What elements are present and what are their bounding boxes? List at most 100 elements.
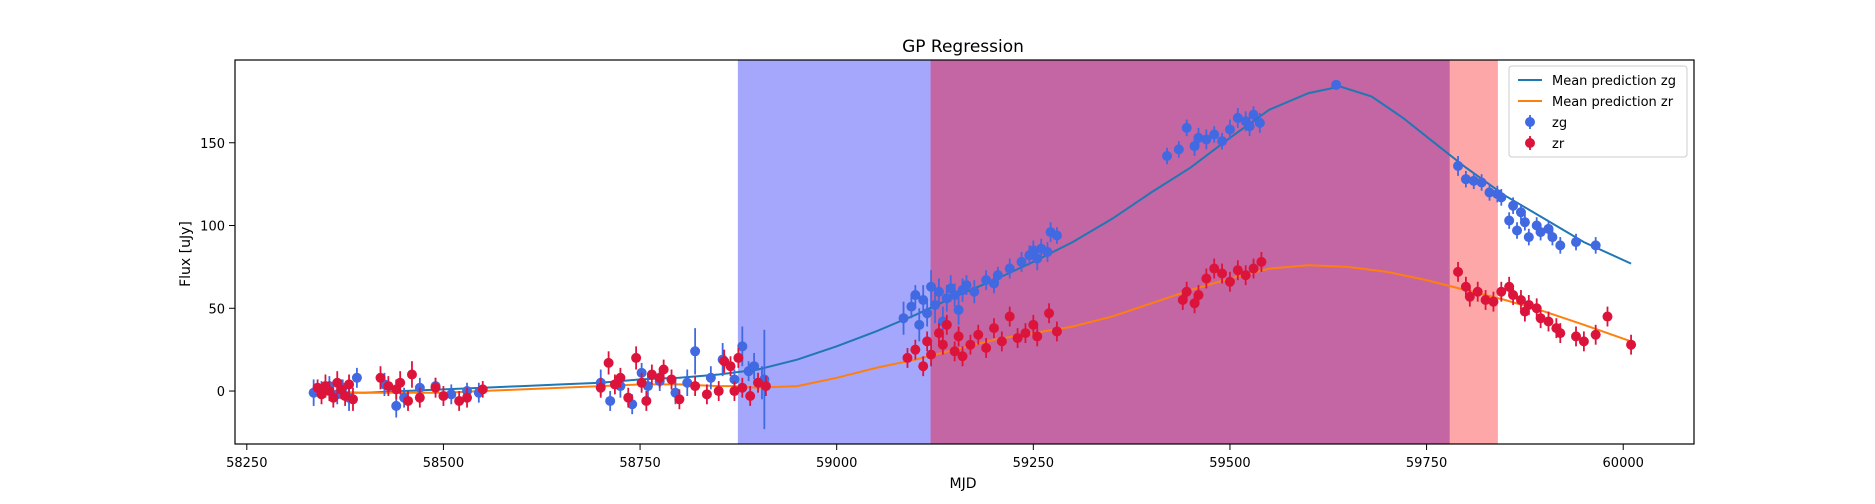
y-tick-label: 50 [208,302,225,317]
data-point-zr [902,352,913,363]
data-point-zg [1512,225,1523,236]
data-point-zg [1051,230,1062,241]
data-point-zr [965,339,976,350]
data-point-zr [1177,295,1188,305]
data-point-zr [910,344,921,355]
data-point-zg [1254,117,1265,128]
data-point-zr [477,384,488,395]
data-point-zg [1535,227,1546,238]
data-point-zr [615,372,626,383]
x-tick-label: 59750 [1406,456,1447,471]
data-point-zr [654,372,665,383]
data-point-zg [1515,207,1526,218]
data-point-zr [713,386,724,397]
data-point-zr [1004,311,1015,322]
data-point-zg [1173,144,1184,155]
data-point-zr [933,328,944,339]
data-point-zr [347,394,358,405]
data-point-zr [1590,329,1601,340]
shaded-region-3 [1449,59,1498,445]
legend-label: zg [1552,116,1567,131]
data-point-zr [733,352,744,363]
data-point-zr [1602,311,1613,322]
data-point-zr [937,339,948,350]
data-point-zr [737,382,748,393]
data-point-zg [351,372,362,383]
data-point-zg [737,341,748,352]
data-point-zr [623,392,634,403]
data-point-zg [690,346,701,357]
data-point-zg [926,281,937,292]
data-point-zr [595,382,606,393]
data-point-zr [414,392,425,403]
shaded-region-1 [737,59,932,445]
shaded-region-2 [930,59,1451,445]
data-point-zr [1256,256,1267,267]
data-point-zr [1508,290,1519,301]
data-point-zg [1484,187,1495,198]
legend-box [1508,65,1688,158]
data-point-zg [1547,232,1558,243]
data-point-zg [930,299,941,310]
data-point-zr [690,381,701,392]
data-point-zr [988,323,999,334]
shaded-regions [737,59,1498,445]
data-point-zr [1626,339,1637,350]
data-point-zg [1232,112,1243,123]
data-point-zr [438,391,449,401]
data-point-zr [383,381,394,392]
data-point-zr [949,346,960,357]
data-point-zr [1020,328,1031,339]
x-tick-label: 59000 [816,456,857,471]
axes: 58250 58500 58750 59000 59250 59500 59750 60000… [200,59,1695,471]
data-point-zr [729,386,740,397]
data-point-zr [918,361,929,372]
data-point-zr [395,377,406,388]
data-point-zr [375,372,386,383]
data-point-zg [1028,245,1039,256]
data-point-zg [988,278,999,289]
data-point-zr [603,357,614,368]
data-point-zg [933,286,944,297]
data-point-zr [1453,266,1464,277]
chart-title: GP Regression [902,37,1024,57]
data-point-zr [745,391,756,401]
data-point-zr [996,336,1007,347]
data-point-zg [1543,223,1554,234]
data-point-zr [1555,328,1566,339]
data-point-zr [1032,331,1043,342]
data-point-zg [605,395,616,406]
data-point-zr [646,369,657,380]
data-point-zg [682,377,693,388]
data-point-zg [906,301,917,312]
data-point-zr [328,392,339,403]
data-point-zr [701,389,712,400]
data-point-zr [316,389,327,400]
x-tick-label: 58500 [423,456,464,471]
data-point-zr [1181,286,1192,297]
x-tick-label: 60000 [1603,456,1644,471]
data-point-zg [1244,121,1255,132]
data-point-zr [1571,331,1582,342]
legend-swatch-marker [1525,117,1535,127]
data-point-zg [1496,192,1507,203]
data-point-zr [1028,319,1039,330]
data-point-zg [981,275,992,286]
data-point-zr [957,351,968,362]
data-point-zg [1189,141,1200,152]
data-point-zr [430,382,441,393]
data-point-zg [1460,174,1471,185]
data-point-zg [922,308,933,319]
data-point-zg [1016,256,1027,267]
legend: Mean prediction zg Mean prediction zr zg zr [1508,65,1688,158]
data-point-zr [462,392,473,403]
data-point-zg [446,389,457,400]
x-tick-label: 59500 [1209,456,1250,471]
data-point-zr [1515,295,1526,305]
data-point-zg [391,400,402,411]
data-point-zr [674,394,685,405]
data-point-zr [340,391,351,401]
data-point-zg [1224,124,1235,135]
data-point-zg [1162,151,1173,161]
x-tick-label: 58250 [226,456,267,471]
